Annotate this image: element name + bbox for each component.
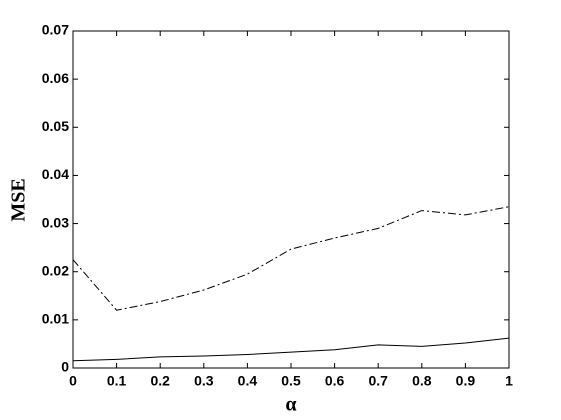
x-tick-label: 0.2 <box>150 373 170 389</box>
data-line <box>72 337 510 362</box>
x-tick-label: 0.6 <box>325 373 345 389</box>
plot-frame <box>72 30 510 369</box>
x-tick-label: 0.4 <box>238 373 258 389</box>
y-axis-label: MSE <box>8 178 30 221</box>
y-tick-label: 0.01 <box>42 311 69 327</box>
x-tick-label: 0.9 <box>456 373 476 389</box>
data-line <box>72 206 510 311</box>
x-axis-label: α <box>285 394 296 416</box>
x-tick-label: 0.1 <box>107 373 127 389</box>
y-tick-label: 0.03 <box>42 214 69 230</box>
y-tick-label: 0.04 <box>42 166 69 182</box>
x-tick-label: 1 <box>505 373 513 389</box>
y-tick-label: 0.07 <box>42 22 69 38</box>
x-tick-label: 0.3 <box>194 373 214 389</box>
x-tick-label: 0.5 <box>281 373 301 389</box>
x-tick-label: 0 <box>69 373 77 389</box>
y-tick-label: 0.06 <box>42 70 69 86</box>
x-tick-label: 0.7 <box>368 373 388 389</box>
y-tick-label: 0.02 <box>42 262 69 278</box>
y-tick-label: 0.05 <box>42 118 69 134</box>
x-tick-label: 0.8 <box>412 373 432 389</box>
y-tick-label: 0 <box>61 359 69 375</box>
